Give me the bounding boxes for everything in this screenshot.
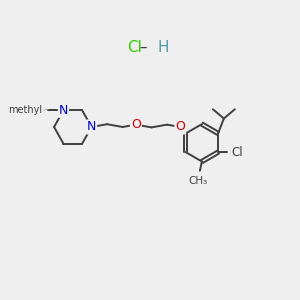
Text: O: O xyxy=(176,121,185,134)
Text: Cl: Cl xyxy=(127,40,142,55)
Text: methyl: methyl xyxy=(9,105,43,115)
Text: Cl: Cl xyxy=(231,146,243,159)
Text: H: H xyxy=(158,40,169,55)
Text: methyl: methyl xyxy=(45,109,50,110)
Text: methyl: methyl xyxy=(39,110,44,111)
Text: methyl: methyl xyxy=(45,109,50,110)
Text: N: N xyxy=(59,104,68,117)
Text: O: O xyxy=(131,118,141,131)
Text: methyl: methyl xyxy=(41,110,46,111)
Text: methyl: methyl xyxy=(45,109,50,110)
Text: –: – xyxy=(135,40,152,55)
Text: CH₃: CH₃ xyxy=(189,176,208,187)
Text: N: N xyxy=(87,121,96,134)
